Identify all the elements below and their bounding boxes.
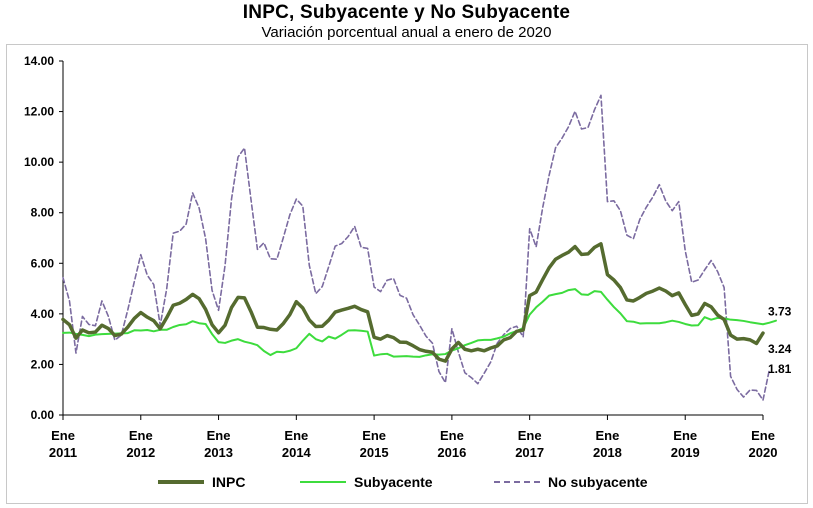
x-tick-label: Ene	[518, 428, 542, 443]
x-tick-label: 2020	[749, 445, 778, 460]
x-tick-label: 2013	[204, 445, 233, 460]
x-tick-label: 2017	[515, 445, 544, 460]
x-tick-label: Ene	[673, 428, 697, 443]
chart-frame	[6, 44, 808, 504]
series-line-inpc	[61, 242, 765, 363]
x-tick-label: 2011	[49, 445, 77, 460]
x-tick-label: Ene	[596, 428, 620, 443]
x-tick-label: Ene	[207, 428, 231, 443]
x-tick-label: Ene	[751, 428, 775, 443]
x-tick-label: 2018	[593, 445, 622, 460]
y-tick-label: 14.00	[24, 54, 54, 68]
legend-item-inpc: INPC	[158, 470, 245, 494]
x-tick-label: Ene	[129, 428, 153, 443]
y-tick-label: 8.00	[31, 206, 55, 220]
x-tick-label: Ene	[51, 428, 75, 443]
legend-item-subyacente: Subyacente	[300, 470, 433, 494]
series-line-no-subyacente	[62, 94, 771, 401]
y-tick-label: 10.00	[24, 155, 54, 169]
y-tick-label: 4.00	[31, 307, 55, 321]
end-label-no-subyacente: 1.81	[768, 362, 792, 376]
x-tick-label: 2016	[437, 445, 466, 460]
x-tick-label: 2014	[282, 445, 312, 460]
x-tick-label: Ene	[362, 428, 386, 443]
chart-subtitle: Variación porcentual anual a enero de 20…	[261, 24, 552, 41]
x-tick-label: Ene	[284, 428, 308, 443]
series-line-subyacente	[62, 288, 777, 358]
y-tick-label: 2.00	[31, 357, 55, 371]
legend-label-no-subyacente: No subyacente	[548, 474, 648, 490]
legend-swatch-subyacente	[300, 481, 346, 483]
chart-title: INPC, Subyacente y No Subyacente	[242, 2, 571, 23]
chart-legend: INPC Subyacente No subyacente	[0, 470, 813, 494]
legend-item-no-subyacente: No subyacente	[494, 470, 648, 494]
y-tick-label: 12.00	[24, 105, 54, 119]
y-tick-label: 6.00	[31, 256, 55, 270]
legend-swatch-inpc	[158, 480, 204, 484]
end-label-inpc: 3.24	[768, 342, 792, 356]
end-label-subyacente: 3.73	[768, 305, 792, 319]
y-tick-label: 0.00	[31, 408, 55, 422]
legend-label-subyacente: Subyacente	[354, 474, 433, 490]
legend-label-inpc: INPC	[212, 474, 246, 490]
x-tick-label: Ene	[440, 428, 464, 443]
x-tick-label: 2019	[671, 445, 700, 460]
x-tick-label: 2015	[360, 445, 389, 460]
legend-swatch-no-subyacente	[494, 481, 540, 483]
x-tick-label: 2012	[126, 445, 155, 460]
